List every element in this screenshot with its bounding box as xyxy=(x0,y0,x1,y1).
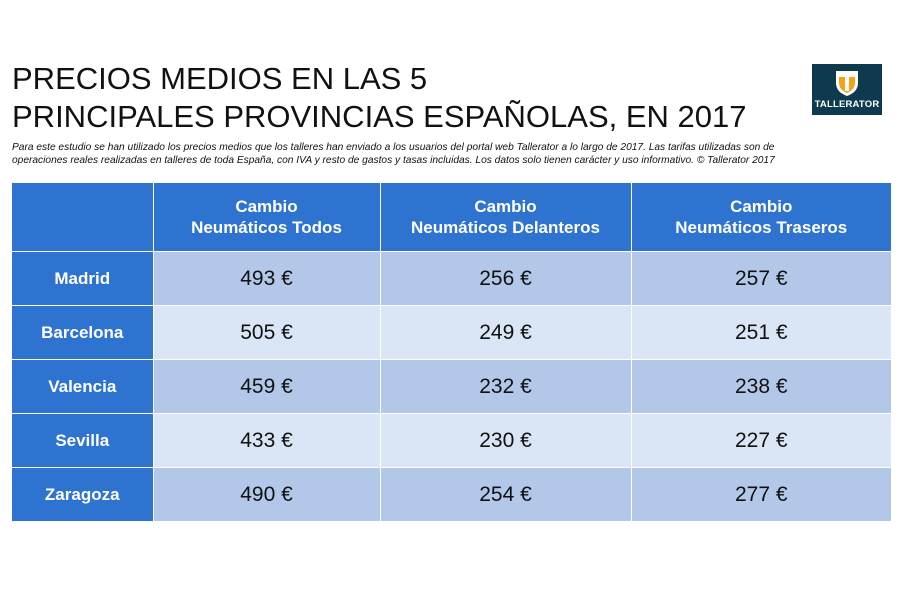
price-cell: 505 € xyxy=(153,305,381,360)
column-header-line-2: Neumáticos Todos xyxy=(191,218,342,237)
price-cell: 230 € xyxy=(380,413,632,468)
table-row: Sevilla 433 € 230 € 227 € xyxy=(12,413,891,468)
price-cell: 227 € xyxy=(631,413,891,468)
price-cell: 459 € xyxy=(153,359,381,414)
table-row: Zaragoza 490 € 254 € 277 € xyxy=(12,467,891,522)
row-label-sevilla: Sevilla xyxy=(12,413,154,468)
price-cell: 257 € xyxy=(631,251,891,306)
header-corner-cell xyxy=(12,183,154,252)
table-row: Valencia 459 € 232 € 238 € xyxy=(12,359,891,414)
row-label-zaragoza: Zaragoza xyxy=(12,467,154,522)
table-header-row: Cambio Neumáticos Todos Cambio Neumático… xyxy=(12,183,891,252)
row-label-valencia: Valencia xyxy=(12,359,154,414)
row-label-madrid: Madrid xyxy=(12,251,154,306)
column-header-line-2: Neumáticos Traseros xyxy=(675,218,848,237)
tallerator-shield-icon xyxy=(836,71,858,96)
price-cell: 433 € xyxy=(153,413,381,468)
title-line-2: PRINCIPALES PROVINCIAS ESPAÑOLAS, EN 201… xyxy=(12,99,747,134)
tallerator-logo: TALLERATOR xyxy=(812,64,882,115)
price-cell: 256 € xyxy=(380,251,632,306)
price-cell: 238 € xyxy=(631,359,891,414)
column-header-line-1: Cambio xyxy=(235,197,298,216)
column-header: Cambio Neumáticos Delanteros xyxy=(380,183,632,252)
price-cell: 232 € xyxy=(380,359,632,414)
subtitle-line-2: operaciones reales realizadas en tallere… xyxy=(12,155,775,166)
price-cell: 254 € xyxy=(380,467,632,522)
table-row: Barcelona 505 € 249 € 251 € xyxy=(12,305,891,360)
title-line-1: PRECIOS MEDIOS EN LAS 5 xyxy=(12,61,428,96)
column-header-line-1: Cambio xyxy=(730,197,793,216)
subtitle: Para este estudio se han utilizado los p… xyxy=(12,141,822,167)
page-title: PRECIOS MEDIOS EN LAS 5 PRINCIPALES PROV… xyxy=(12,60,782,136)
row-label-barcelona: Barcelona xyxy=(12,305,154,360)
price-cell: 251 € xyxy=(631,305,891,360)
subtitle-line-1: Para este estudio se han utilizado los p… xyxy=(12,142,775,153)
logo-text: TALLERATOR xyxy=(814,99,880,110)
column-header: Cambio Neumáticos Todos xyxy=(153,183,381,252)
column-header: Cambio Neumáticos Traseros xyxy=(631,183,891,252)
price-cell: 277 € xyxy=(631,467,891,522)
price-cell: 249 € xyxy=(380,305,632,360)
price-cell: 493 € xyxy=(153,251,381,306)
price-table: Cambio Neumáticos Todos Cambio Neumático… xyxy=(12,183,891,522)
table-row: Madrid 493 € 256 € 257 € xyxy=(12,251,891,306)
column-header-line-1: Cambio xyxy=(474,197,537,216)
column-header-line-2: Neumáticos Delanteros xyxy=(411,218,600,237)
price-cell: 490 € xyxy=(153,467,381,522)
